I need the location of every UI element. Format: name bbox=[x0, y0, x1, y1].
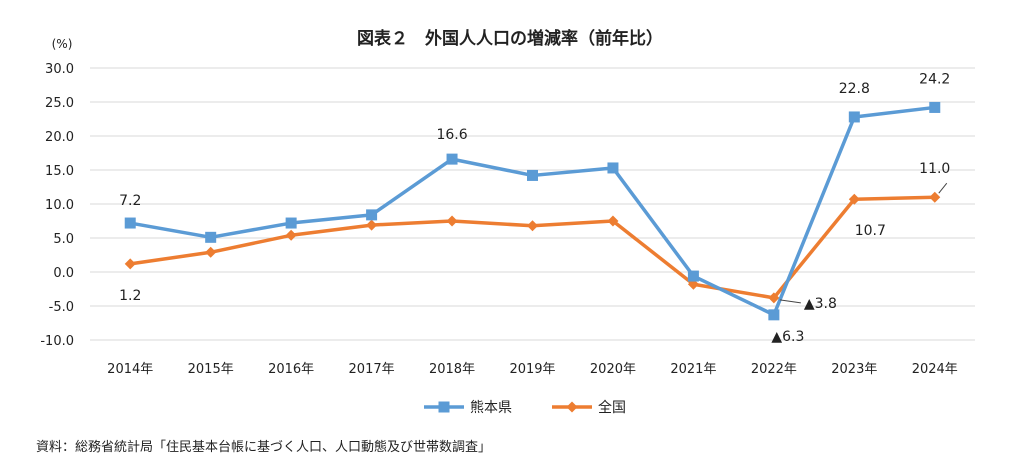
data-point bbox=[446, 153, 458, 165]
data-label: 11.0 bbox=[919, 161, 950, 177]
x-tick-label: 2022年 bbox=[751, 362, 797, 377]
leader-line bbox=[938, 182, 948, 194]
x-tick-label: 2020年 bbox=[590, 362, 636, 377]
data-label: 7.2 bbox=[119, 193, 141, 209]
data-label: 10.7 bbox=[855, 223, 886, 239]
x-axis-ticks: 2014年 2015年 2016年 2017年 2018年 2019年 2020年 2021年… bbox=[107, 362, 958, 377]
x-tick-label: 2024年 bbox=[912, 362, 958, 377]
series-line-0 bbox=[129, 105, 935, 317]
data-label: 22.8 bbox=[839, 81, 870, 97]
data-point bbox=[446, 215, 458, 227]
data-point bbox=[929, 191, 941, 203]
legend-label: 熊本県 bbox=[470, 400, 512, 416]
x-tick-label: 2016年 bbox=[268, 362, 314, 377]
y-tick-label: 5.0 bbox=[53, 232, 74, 247]
data-point bbox=[124, 217, 136, 229]
data-point bbox=[929, 101, 941, 113]
gridlines bbox=[90, 67, 975, 341]
data-point bbox=[768, 292, 780, 304]
y-tick-label: 25.0 bbox=[45, 96, 74, 111]
data-point bbox=[848, 111, 860, 123]
legend: 熊本県 全国 bbox=[424, 399, 626, 416]
chart-title: 図表２ 外国人人口の増減率（前年比） bbox=[357, 28, 663, 49]
legend-label: 全国 bbox=[598, 399, 626, 416]
y-axis-unit: (%) bbox=[52, 37, 73, 51]
data-point bbox=[607, 162, 619, 174]
data-point bbox=[205, 246, 217, 258]
x-tick-label: 2017年 bbox=[349, 362, 395, 377]
y-tick-label: 15.0 bbox=[45, 164, 74, 179]
data-point bbox=[285, 217, 297, 229]
y-tick-label: 10.0 bbox=[45, 198, 74, 213]
data-point bbox=[607, 215, 619, 227]
data-label: 16.6 bbox=[436, 127, 467, 143]
legend-marker bbox=[438, 401, 450, 413]
data-point bbox=[527, 169, 538, 181]
data-point bbox=[768, 309, 780, 321]
data-label: 24.2 bbox=[919, 71, 950, 87]
y-tick-label: 30.0 bbox=[45, 62, 74, 77]
data-point bbox=[527, 220, 538, 232]
data-point bbox=[366, 219, 378, 231]
y-tick-label: 0.0 bbox=[53, 266, 74, 281]
source-note: 資料：総務省統計局「住民基本台帳に基づく人口、人口動態及び世帯数調査」 bbox=[36, 440, 492, 455]
y-axis-ticks: 30.0 25.0 20.0 15.0 10.0 5.0 0.0 -5.0 -10.0 bbox=[40, 62, 74, 349]
legend-marker bbox=[566, 401, 578, 413]
data-label: ▲3.8 bbox=[804, 296, 837, 312]
data-point bbox=[124, 258, 136, 270]
x-tick-label: 2023年 bbox=[831, 362, 877, 377]
series-group bbox=[124, 101, 941, 321]
data-point bbox=[366, 209, 378, 221]
x-tick-label: 2021年 bbox=[670, 362, 716, 377]
y-tick-label: -5.0 bbox=[49, 300, 74, 315]
data-labels: 7.2 16.6 ▲6.3 22.8 24.2 1.2 ▲3.8 10.7 11.0 bbox=[119, 71, 950, 344]
y-tick-label: 20.0 bbox=[45, 130, 74, 145]
leader-line bbox=[779, 299, 801, 304]
data-point bbox=[285, 229, 297, 241]
data-point bbox=[687, 270, 699, 282]
x-tick-label: 2015年 bbox=[188, 362, 234, 377]
y-tick-label: -10.0 bbox=[40, 334, 74, 349]
data-label: 1.2 bbox=[119, 288, 141, 304]
data-point bbox=[848, 193, 860, 205]
x-tick-label: 2014年 bbox=[107, 362, 153, 377]
data-label: ▲6.3 bbox=[771, 329, 804, 345]
data-point bbox=[205, 231, 217, 243]
x-tick-label: 2018年 bbox=[429, 362, 475, 377]
x-tick-label: 2019年 bbox=[509, 362, 555, 377]
